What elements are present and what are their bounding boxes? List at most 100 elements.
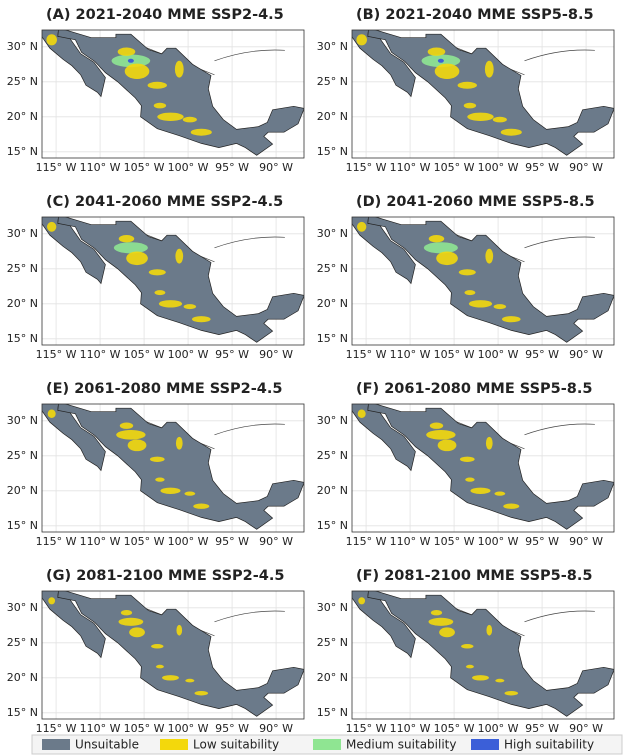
lat-tick-label: 20° N	[7, 110, 38, 123]
lat-tick-label: 30° N	[7, 227, 38, 240]
suitability-patch	[500, 128, 522, 136]
suitability-patch	[175, 248, 184, 264]
map-content	[352, 591, 614, 719]
suitability-patch	[47, 409, 56, 419]
suitability-patch	[467, 112, 494, 122]
suitability-patch	[48, 597, 56, 605]
suitability-patch	[176, 624, 183, 636]
suitability-patch	[494, 491, 506, 496]
suitability-patch	[426, 430, 456, 440]
suitability-patch	[428, 235, 445, 243]
suitability-patch	[434, 63, 460, 79]
suitability-patch	[459, 456, 475, 462]
suitability-patch	[129, 627, 145, 638]
suitability-patch	[356, 34, 367, 46]
suitability-patch	[437, 439, 457, 452]
map-content	[42, 404, 304, 532]
suitability-patch	[193, 503, 210, 509]
suitability-patch	[486, 624, 493, 636]
lon-tick-label: 115° W	[36, 722, 77, 735]
suitability-patch	[155, 477, 165, 482]
lon-tick-label: 95° W	[525, 535, 559, 548]
suitability-patch	[427, 47, 446, 56]
lon-tick-label: 105° W	[434, 161, 475, 174]
suitability-patch	[458, 269, 476, 276]
suitability-patch	[485, 436, 493, 450]
lat-tick-label: 25° N	[317, 449, 348, 462]
lat-tick-label: 30° N	[7, 414, 38, 427]
legend-label: Medium suitability	[346, 738, 456, 752]
suitability-patch	[495, 678, 505, 683]
suitability-patch	[127, 439, 147, 452]
suitability-patch	[428, 617, 454, 626]
suitability-patch	[183, 304, 197, 310]
suitability-patch	[127, 58, 134, 63]
suitability-patch	[153, 102, 167, 109]
lat-tick-label: 30° N	[317, 414, 348, 427]
suitability-patch	[148, 269, 166, 276]
lon-tick-label: 100° W	[168, 722, 209, 735]
lon-tick-label: 100° W	[168, 348, 209, 361]
suitability-patch	[194, 690, 209, 696]
suitability-patch	[124, 63, 150, 79]
suitability-patch	[158, 300, 183, 308]
map-content	[42, 30, 304, 158]
panel-title: (D) 2041-2060 MME SSP5-8.5	[356, 194, 595, 210]
lon-tick-label: 115° W	[346, 161, 387, 174]
suitability-patch	[464, 290, 476, 296]
lon-tick-label: 105° W	[124, 722, 165, 735]
lat-tick-label: 25° N	[7, 636, 38, 649]
suitability-patch	[504, 690, 519, 696]
lon-tick-label: 95° W	[215, 161, 249, 174]
panel-title: (C) 2041-2060 MME SSP2-4.5	[46, 194, 283, 210]
suitability-patch	[461, 644, 474, 649]
suitability-patch	[357, 409, 366, 419]
suitability-patch	[503, 503, 520, 509]
lat-tick-label: 25° N	[317, 75, 348, 88]
suitability-patch	[117, 47, 136, 56]
suitability-patch	[439, 627, 455, 638]
lat-tick-label: 30° N	[317, 40, 348, 53]
map-frame	[41, 403, 305, 533]
suitability-patch	[492, 116, 507, 123]
lon-tick-label: 100° W	[168, 535, 209, 548]
suitability-patch	[126, 251, 148, 266]
suitability-patch	[470, 487, 491, 494]
lon-tick-label: 115° W	[346, 722, 387, 735]
lat-tick-label: 15° N	[317, 519, 348, 532]
lat-tick-label: 25° N	[317, 636, 348, 649]
legend-swatch	[42, 739, 70, 750]
lat-tick-label: 15° N	[317, 145, 348, 158]
map-frame	[351, 590, 615, 720]
legend-label: Low suitability	[193, 738, 279, 752]
lon-tick-label: 105° W	[434, 348, 475, 361]
suitability-patch	[501, 316, 521, 323]
suitability-patch	[357, 221, 367, 232]
lat-tick-label: 15° N	[7, 145, 38, 158]
lat-tick-label: 15° N	[7, 706, 38, 719]
suitability-patch	[472, 675, 489, 681]
lon-tick-label: 90° W	[259, 535, 293, 548]
lon-tick-label: 105° W	[434, 722, 475, 735]
suitability-patch	[184, 491, 196, 496]
map-content	[352, 217, 614, 345]
lon-tick-label: 90° W	[569, 348, 603, 361]
suitability-patch	[157, 112, 184, 122]
suitability-patch	[120, 610, 133, 616]
map-frame	[41, 29, 305, 159]
suitability-patch	[118, 617, 144, 626]
lon-tick-label: 100° W	[478, 161, 519, 174]
lon-tick-label: 100° W	[478, 348, 519, 361]
lat-tick-label: 25° N	[7, 262, 38, 275]
lat-tick-label: 15° N	[317, 332, 348, 345]
lon-tick-label: 90° W	[569, 535, 603, 548]
map-content	[352, 404, 614, 532]
suitability-patch	[118, 235, 135, 243]
lon-tick-label: 110° W	[80, 161, 121, 174]
legend-label: High suitability	[504, 738, 594, 752]
suitability-patch	[423, 242, 458, 254]
